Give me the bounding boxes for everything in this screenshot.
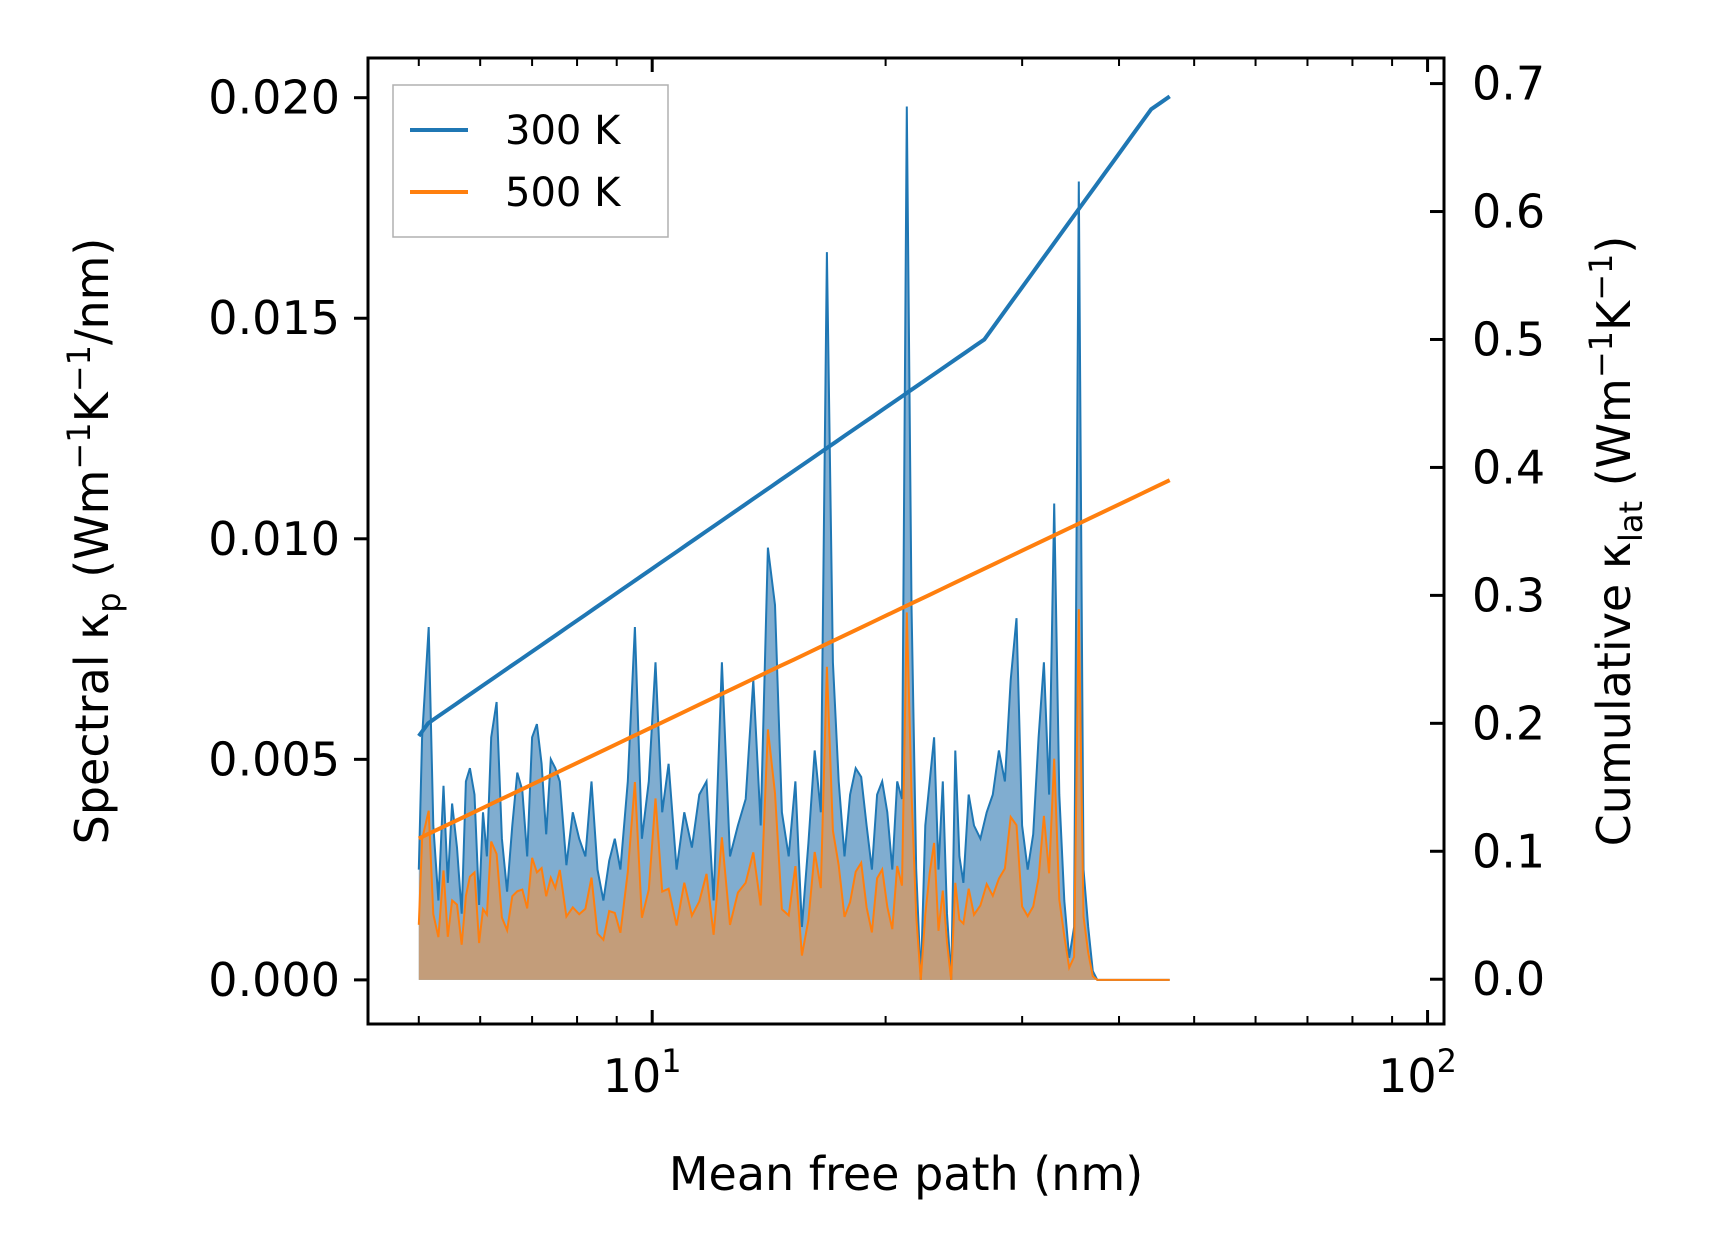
y-left-label-main: Spectral κ xyxy=(65,613,119,845)
spectral-fill-500k xyxy=(418,609,1170,980)
y-right-axis-label: Cumulative κlat (Wm−1K−1) xyxy=(1582,236,1650,847)
y-right-label-tail: ) xyxy=(1587,236,1641,254)
y-right-label-main: Cumulative κ xyxy=(1587,542,1641,846)
y-left-label-tail: /nm) xyxy=(65,238,119,345)
y-right-tick-label: 0.2 xyxy=(1472,696,1545,750)
y-right-tick-label: 0.1 xyxy=(1472,824,1545,878)
y-left-tick-label: 0.020 xyxy=(208,71,340,125)
y-right-tick-label: 0.6 xyxy=(1472,185,1545,239)
y-right-tick-label: 0.0 xyxy=(1472,952,1545,1006)
y-right-label-sub: lat xyxy=(1612,501,1650,542)
y-left-axis-label: Spectral κp (Wm−1K−1/nm) xyxy=(60,238,128,845)
y-left-tick-label: 0.000 xyxy=(208,953,340,1007)
axis-ticks xyxy=(354,58,1444,1024)
y-right-tick-label: 0.5 xyxy=(1472,312,1545,366)
y-right-label-mid: (Wm xyxy=(1587,378,1641,501)
y-right-label-unit2: K xyxy=(1587,299,1641,331)
y-left-tick-label: 0.005 xyxy=(208,732,340,786)
y-left-tick-label: 0.015 xyxy=(208,291,340,345)
plot-frame xyxy=(366,56,1446,1026)
y-right-tick-label: 0.7 xyxy=(1472,57,1545,111)
legend-label-300k: 300 K xyxy=(505,108,622,154)
legend-label-500k: 500 K xyxy=(505,170,622,216)
y-right-label-sup2: −1 xyxy=(1582,254,1620,301)
spectral-line-layer xyxy=(417,106,1170,981)
y-left-label-sup2: −1 xyxy=(60,345,98,392)
y-left-label-sup1: −1 xyxy=(60,422,98,469)
x-tick-label: 101 xyxy=(603,1042,682,1103)
x-tick-label: 102 xyxy=(1378,1042,1457,1103)
x-axis-label: Mean free path (nm) xyxy=(669,1147,1143,1201)
legend-frame xyxy=(392,84,669,238)
spectral-line-300k xyxy=(417,106,1170,981)
legend: 300 K 500 K xyxy=(392,84,669,238)
tick-labels: 0.000 0.005 0.010 0.015 0.020 0.0 0.1 0.2 0.3 0.4… xyxy=(208,57,1545,1103)
y-right-tick-label: 0.3 xyxy=(1472,568,1545,622)
spectral-line-500k xyxy=(417,609,1170,981)
y-left-label-unit2: K xyxy=(65,390,119,422)
y-right-tick-label: 0.4 xyxy=(1472,440,1545,494)
y-left-tick-label: 0.010 xyxy=(208,512,340,566)
y-right-label-sup1: −1 xyxy=(1582,331,1620,378)
y-left-label-mid: (Wm xyxy=(65,470,119,593)
y-left-label-sub: p xyxy=(90,592,128,612)
cumulative-line-layer xyxy=(417,94,1171,841)
cumulative-line-500k xyxy=(417,478,1171,841)
cumulative-line-300k xyxy=(417,94,1171,738)
